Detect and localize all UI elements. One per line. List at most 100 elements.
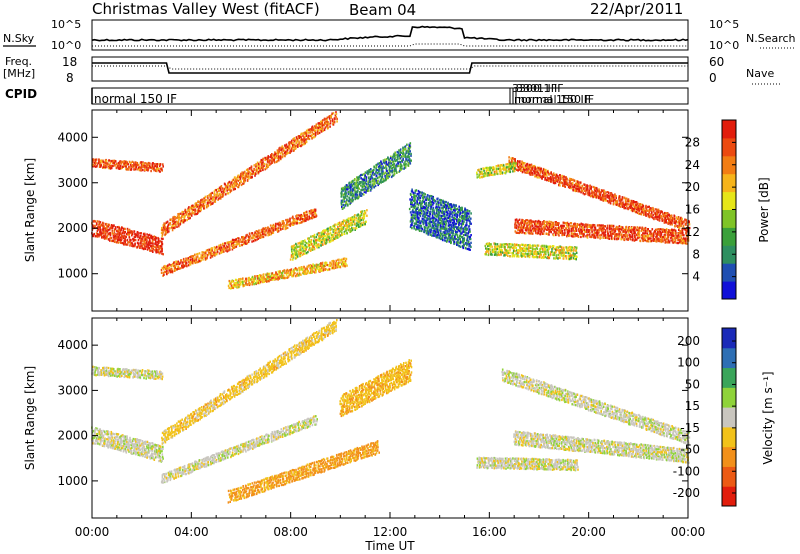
power-cell [236, 286, 239, 289]
freq-panel: Freq. [MHz] 18 8 60 0 Nave [3, 55, 780, 85]
power-cell [239, 238, 242, 241]
power-cell [313, 136, 315, 139]
power-cell [416, 207, 418, 211]
power-cell [410, 216, 413, 219]
power-cell [379, 179, 382, 182]
power-cell [169, 223, 171, 226]
power-cell [564, 185, 566, 188]
power-cell [404, 155, 406, 158]
power-cell [311, 209, 313, 212]
power-cell [427, 198, 429, 202]
power-cell [303, 266, 305, 269]
nsky-panel: N.Sky 10^5 10^0 10^5 10^0 N.Search [3, 18, 796, 52]
power-cell [412, 214, 414, 217]
power-cell [233, 187, 236, 190]
power-cell [266, 272, 269, 276]
power-cell [312, 270, 314, 273]
power-cell [360, 218, 363, 222]
power-cell [571, 181, 574, 185]
power-cell [126, 161, 128, 164]
power-cell [388, 163, 390, 166]
power-cell [430, 205, 433, 208]
power-cell [392, 169, 394, 172]
power-cell [528, 244, 530, 247]
power-cell [210, 197, 213, 200]
power-cell [493, 242, 495, 245]
power-cell [327, 227, 329, 230]
power-cell [332, 235, 334, 238]
power-cell [443, 210, 445, 214]
power-cell [260, 160, 262, 163]
power-cell [148, 233, 151, 236]
power-cell [381, 171, 383, 174]
power-cell [464, 208, 467, 211]
power-cell [454, 209, 456, 212]
power-cell [549, 254, 551, 257]
power-cell [277, 230, 279, 233]
power-cell [102, 231, 105, 235]
power-cell [412, 191, 415, 194]
power-cell [272, 223, 275, 227]
power-cell [159, 163, 162, 166]
power-cell [353, 193, 355, 196]
power-cell [117, 229, 119, 232]
power-cell [267, 155, 270, 158]
power-cell [443, 213, 445, 216]
power-cell [296, 245, 299, 249]
power-cell [452, 226, 455, 229]
power-cell [543, 253, 546, 256]
power-cell [212, 202, 214, 205]
power-cell [308, 128, 310, 132]
power-cell [235, 243, 237, 246]
power-cell [450, 231, 452, 234]
power-cell [365, 186, 367, 189]
power-cell [385, 175, 388, 178]
power-cell [390, 164, 392, 168]
power-cell [337, 258, 339, 262]
power-cell [545, 250, 547, 253]
power-cell [321, 243, 324, 246]
power-cell [235, 282, 237, 285]
power-cell [351, 218, 353, 222]
power-cell [194, 205, 196, 208]
power-cell [414, 205, 417, 208]
power-cell [511, 246, 514, 250]
power-cell [542, 173, 545, 176]
power-cell [305, 251, 308, 255]
power-cell [453, 206, 455, 209]
power-cell [204, 201, 206, 204]
power-cell [126, 163, 128, 166]
power-cell [351, 228, 354, 231]
power-cell [435, 225, 438, 228]
power-cell [245, 277, 248, 280]
power-cell [109, 165, 111, 168]
power-cell [459, 227, 462, 230]
power-cell [443, 220, 445, 223]
power-cell [281, 147, 283, 150]
power-cell [336, 223, 338, 226]
power-cell [429, 207, 432, 210]
power-cell [558, 249, 561, 252]
power-cell [417, 226, 419, 229]
power-cell [344, 196, 347, 199]
power-cell [221, 195, 223, 198]
power-cell [519, 247, 522, 250]
power-cell [369, 178, 372, 181]
power-cell [419, 222, 422, 225]
power-cell [223, 244, 225, 248]
power-cell [171, 229, 174, 232]
power-cell [310, 209, 312, 212]
power-cell [236, 240, 238, 244]
power-cell [466, 227, 468, 231]
power-cell [199, 260, 201, 263]
power-cell [138, 166, 140, 169]
power-cell [573, 179, 576, 182]
power-cell [410, 159, 412, 162]
power-cell [386, 163, 389, 166]
power-cell [450, 229, 453, 232]
power-cell [413, 225, 415, 228]
power-cell [203, 199, 206, 203]
power-cell [339, 230, 342, 233]
power-cell [304, 131, 306, 134]
power-cell [469, 220, 471, 224]
